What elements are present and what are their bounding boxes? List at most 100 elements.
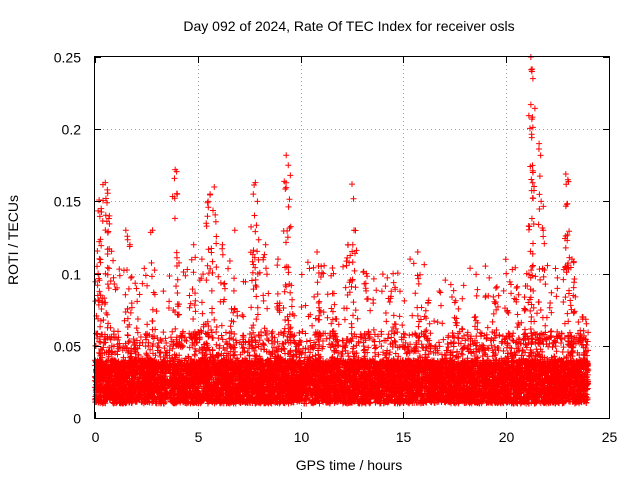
data-points-layer — [92, 54, 592, 407]
data-point — [111, 281, 118, 288]
data-point — [149, 306, 156, 313]
data-point — [304, 259, 311, 266]
data-point — [473, 292, 480, 299]
data-point — [447, 281, 454, 288]
data-point — [354, 315, 361, 322]
data-point — [553, 293, 560, 300]
data-point — [485, 345, 492, 352]
data-point — [473, 271, 480, 278]
data-point — [231, 275, 238, 282]
data-point — [548, 289, 555, 296]
data-point — [502, 256, 509, 263]
data-point — [98, 305, 105, 312]
data-point — [548, 309, 555, 316]
data-point — [252, 276, 259, 283]
data-point — [383, 318, 390, 325]
data-point — [474, 286, 481, 293]
data-point — [298, 303, 305, 310]
data-point — [385, 331, 392, 338]
data-point — [437, 302, 444, 309]
data-point — [134, 329, 141, 336]
data-point — [186, 292, 193, 299]
data-point — [110, 257, 117, 264]
data-point — [360, 269, 367, 276]
data-point — [490, 293, 497, 300]
data-point — [309, 322, 316, 329]
data-point — [160, 288, 167, 295]
data-point — [583, 320, 590, 327]
data-point — [311, 293, 318, 300]
data-point — [528, 313, 535, 320]
data-point — [467, 265, 474, 272]
data-point — [182, 272, 189, 279]
data-point — [401, 331, 408, 338]
data-point — [220, 281, 227, 288]
data-point — [421, 313, 428, 320]
data-point — [482, 294, 489, 301]
data-point — [215, 273, 222, 280]
data-point — [489, 318, 496, 325]
data-point — [288, 303, 295, 310]
data-point — [124, 332, 131, 339]
data-point — [486, 274, 493, 281]
data-point — [409, 312, 416, 319]
data-point — [142, 272, 149, 279]
data-point — [134, 298, 141, 305]
data-point — [329, 264, 336, 271]
data-point — [162, 335, 169, 342]
data-point — [166, 272, 173, 279]
data-point — [412, 290, 419, 297]
data-point — [141, 265, 148, 272]
data-point — [226, 258, 233, 265]
data-point — [115, 328, 122, 335]
data-point — [147, 346, 154, 353]
data-point — [382, 283, 389, 290]
data-point — [382, 310, 389, 317]
data-point — [282, 316, 289, 323]
data-point — [439, 320, 446, 327]
data-point — [324, 291, 331, 298]
data-point — [165, 304, 172, 311]
data-point — [493, 283, 500, 290]
data-point — [460, 282, 467, 289]
data-point — [390, 279, 397, 286]
data-point — [514, 283, 521, 290]
data-point — [136, 291, 143, 298]
data-point — [216, 342, 223, 349]
data-point — [459, 295, 466, 302]
data-point — [546, 304, 553, 311]
data-point — [392, 350, 399, 357]
data-point — [256, 337, 263, 344]
data-point — [455, 305, 462, 312]
data-point — [160, 329, 167, 336]
data-point — [506, 278, 513, 285]
data-point — [396, 313, 403, 320]
data-point — [488, 342, 495, 349]
data-point — [554, 274, 561, 281]
data-point — [144, 282, 151, 289]
data-point — [554, 285, 561, 292]
data-point — [274, 338, 281, 345]
data-point — [348, 330, 355, 337]
data-point — [209, 258, 216, 265]
data-point — [350, 312, 357, 319]
data-point — [153, 308, 160, 315]
data-point — [450, 287, 457, 294]
data-point — [169, 328, 176, 335]
data-point — [508, 345, 515, 352]
data-point — [503, 344, 510, 351]
data-point — [454, 348, 461, 355]
data-point — [116, 272, 123, 279]
data-point — [115, 345, 122, 352]
data-point — [132, 280, 139, 287]
data-point — [459, 351, 466, 358]
data-point — [559, 349, 566, 356]
data-point — [421, 261, 428, 268]
data-point — [172, 325, 179, 332]
data-point — [213, 328, 220, 335]
data-point — [92, 298, 99, 305]
data-point — [173, 283, 180, 290]
data-point — [394, 329, 401, 336]
